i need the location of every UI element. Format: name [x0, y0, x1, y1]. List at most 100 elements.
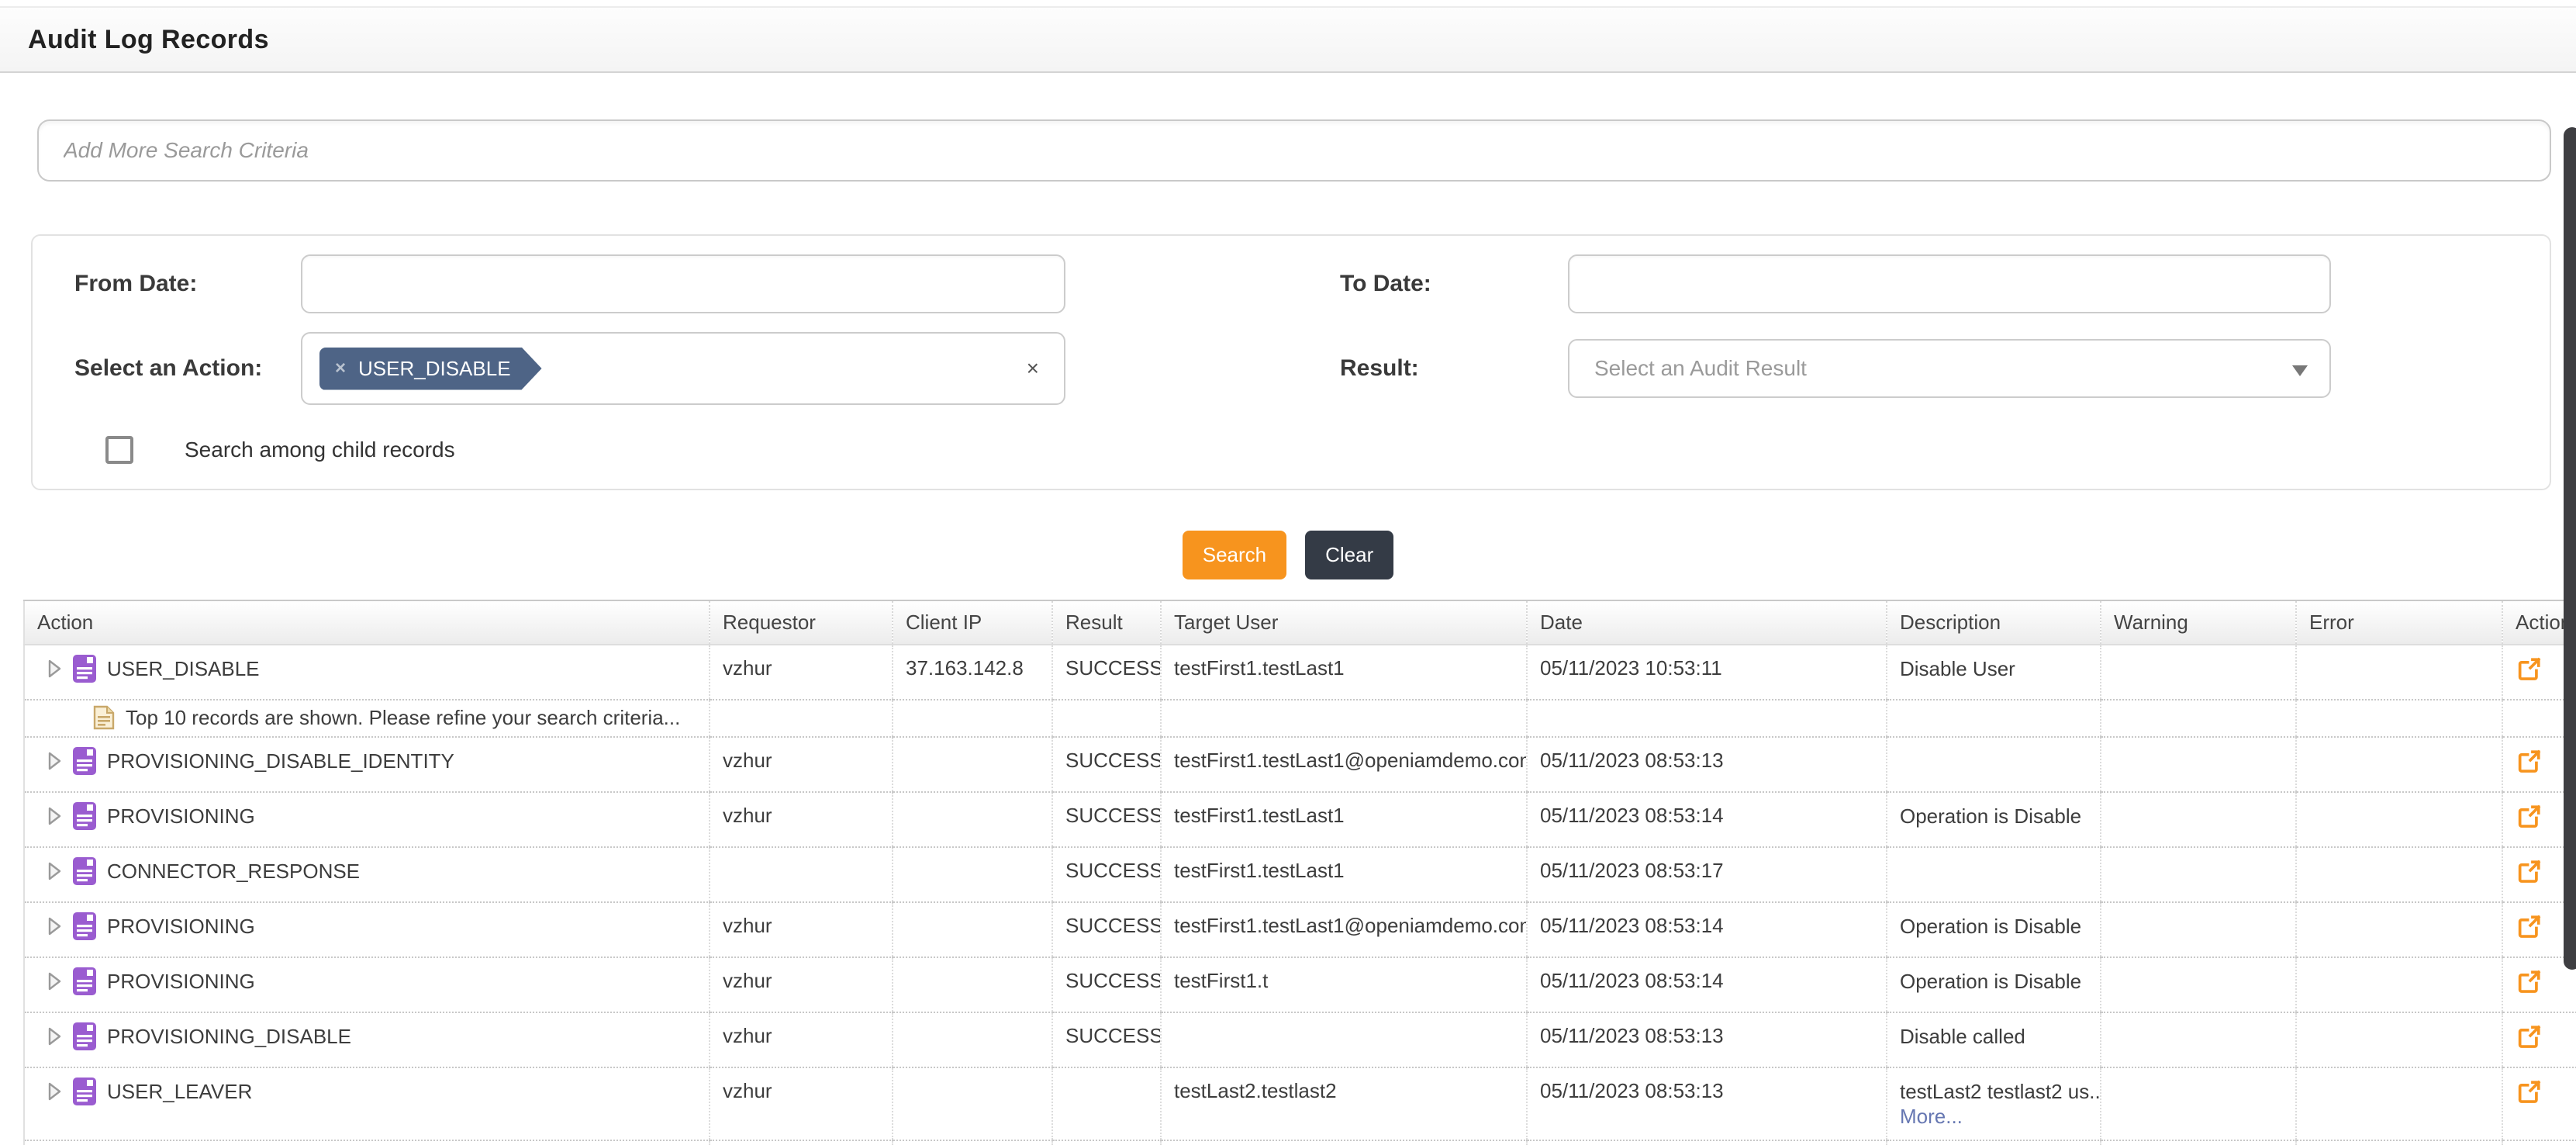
- open-record-icon[interactable]: [2516, 749, 2542, 775]
- search-criteria-input[interactable]: [37, 119, 2551, 182]
- warning-cell: [2100, 1012, 2296, 1069]
- date-cell: 05/11/2023 08:53:13: [1526, 1012, 1887, 1069]
- vertical-scrollbar-thumb[interactable]: [2564, 127, 2576, 970]
- action-multiselect[interactable]: × USER_DISABLE ×: [301, 332, 1065, 405]
- open-record-icon[interactable]: [2516, 1079, 2542, 1105]
- expand-row-icon[interactable]: [47, 1081, 62, 1102]
- date-cell: 05/11/2023 08:53:14: [1526, 957, 1887, 1014]
- from-date-input[interactable]: [301, 254, 1065, 313]
- from-date-label: From Date:: [74, 271, 198, 296]
- clear-select-icon[interactable]: ×: [1026, 356, 1039, 380]
- page-header: Audit Log Records: [0, 6, 2576, 73]
- description-cell: testLast2 testlast2 us...: [1900, 1080, 2101, 1104]
- audit-table-body: USER_DISABLE vzhur 37.163.142.8 SUCCESS …: [24, 645, 2576, 1145]
- to-date-input[interactable]: [1568, 254, 2331, 313]
- chevron-down-icon: [2292, 365, 2308, 376]
- result-cell: SUCCESS: [1051, 645, 1161, 701]
- description-cell: Disable User: [1900, 657, 2015, 681]
- error-cell: [2295, 902, 2502, 959]
- audit-record-icon: [73, 802, 96, 831]
- col-date: Date: [1526, 600, 1887, 646]
- table-header-row: Action Requestor Client IP Result Target…: [24, 600, 2576, 646]
- warning-cell: [2100, 645, 2296, 701]
- table-row: CONNECTOR_RESPONSE SUCCESS testFirst1.te…: [24, 847, 2576, 904]
- expand-row-icon[interactable]: [47, 751, 62, 771]
- action-label: PROVISIONING: [107, 914, 255, 938]
- expand-row-icon[interactable]: [47, 659, 62, 679]
- table-note-row: Top 10 records are shown. Please refine …: [24, 700, 2576, 739]
- target-user-cell: testFirst1.testLast1: [1160, 792, 1527, 849]
- open-record-icon[interactable]: [2516, 969, 2542, 995]
- open-record-icon[interactable]: [2516, 804, 2542, 830]
- date-cell: 05/11/2023 08:53:13: [1526, 1140, 1887, 1145]
- expand-row-icon[interactable]: [47, 806, 62, 826]
- warning-cell: [2100, 1067, 2296, 1142]
- result-label: Result:: [1340, 355, 1419, 381]
- requestor-cell: vzhur: [709, 1140, 893, 1145]
- description-cell: Disable called: [1900, 1025, 2025, 1049]
- expand-row-icon[interactable]: [47, 971, 62, 991]
- actions-cell: [2502, 1067, 2576, 1142]
- expand-row-icon[interactable]: [47, 861, 62, 881]
- client-ip-cell: [892, 1140, 1052, 1145]
- target-user-cell: testFirst1.testLast1: [1160, 645, 1527, 701]
- expand-row-icon[interactable]: [47, 1026, 62, 1046]
- result-cell: SUCCESS: [1051, 792, 1161, 849]
- target-user-cell: [1160, 1012, 1527, 1069]
- open-record-icon[interactable]: [2516, 1024, 2542, 1050]
- date-cell: 05/11/2023 08:53:13: [1526, 1067, 1887, 1142]
- open-record-icon[interactable]: [2516, 656, 2542, 683]
- actions-cell: [2502, 957, 2576, 1014]
- client-ip-cell: [892, 847, 1052, 904]
- target-user-cell: testLast2.testlast2: [1160, 1067, 1527, 1142]
- table-row: PROVISIONING vzhur SUCCESS testFirst1.te…: [24, 792, 2576, 849]
- actions-cell: [2502, 1140, 2576, 1145]
- target-user-cell: testFirst1.t: [1160, 957, 1527, 1014]
- expand-row-icon[interactable]: [47, 916, 62, 936]
- requestor-cell: vzhur: [709, 1067, 893, 1142]
- error-cell: [2295, 792, 2502, 849]
- client-ip-cell: [892, 737, 1052, 794]
- requestor-cell: [709, 847, 893, 904]
- open-record-icon[interactable]: [2516, 914, 2542, 940]
- remove-tag-icon[interactable]: ×: [335, 358, 347, 379]
- action-label: PROVISIONING: [107, 804, 255, 828]
- actions-cell: [2502, 1012, 2576, 1069]
- date-cell: 05/11/2023 08:53:14: [1526, 902, 1887, 959]
- result-cell: SUCCESS: [1051, 902, 1161, 959]
- audit-record-icon: [73, 655, 96, 683]
- client-ip-cell: [892, 1067, 1052, 1142]
- to-date-label: To Date:: [1340, 271, 1431, 296]
- result-select[interactable]: Select an Audit Result: [1568, 339, 2331, 398]
- warning-cell: [2100, 737, 2296, 794]
- date-cell: 05/11/2023 08:53:13: [1526, 737, 1887, 794]
- target-user-cell: testFirst1.testLast1@openiamdemo.com: [1160, 902, 1527, 959]
- audit-record-icon: [73, 747, 96, 776]
- open-record-icon[interactable]: [2516, 859, 2542, 885]
- client-ip-cell: 37.163.142.8: [892, 645, 1052, 701]
- select-action-label: Select an Action:: [74, 355, 263, 381]
- result-cell: SUCCESS: [1051, 957, 1161, 1014]
- table-row: PROVISIONING_DISABLE_IDENTITY vzhur SUCC…: [24, 737, 2576, 794]
- target-user-cell: testFirst1.testLast1: [1160, 847, 1527, 904]
- child-records-checkbox[interactable]: [105, 436, 133, 464]
- table-row: PROVISIONING_DISABLE_IDENTITY vzhur SUCC…: [24, 1140, 2576, 1145]
- col-warning: Warning: [2100, 600, 2296, 646]
- description-cell: Operation is Disable: [1900, 804, 2082, 828]
- error-cell: [2295, 847, 2502, 904]
- result-cell: SUCCESS: [1051, 1012, 1161, 1069]
- result-cell: [1051, 1067, 1161, 1142]
- col-error: Error: [2295, 600, 2502, 646]
- date-cell: 05/11/2023 10:53:11: [1526, 645, 1887, 701]
- warning-cell: [2100, 792, 2296, 849]
- action-label: PROVISIONING: [107, 969, 255, 993]
- col-client-ip: Client IP: [892, 600, 1052, 646]
- warning-cell: [2100, 957, 2296, 1014]
- warning-cell: [2100, 847, 2296, 904]
- search-button[interactable]: Search: [1182, 531, 1287, 580]
- clear-button[interactable]: Clear: [1305, 531, 1394, 580]
- table-row: USER_LEAVER vzhur testLast2.testlast2 05…: [24, 1067, 2576, 1142]
- description-cell: Operation is Disable: [1900, 970, 2082, 994]
- more-link[interactable]: More...: [1900, 1105, 1963, 1129]
